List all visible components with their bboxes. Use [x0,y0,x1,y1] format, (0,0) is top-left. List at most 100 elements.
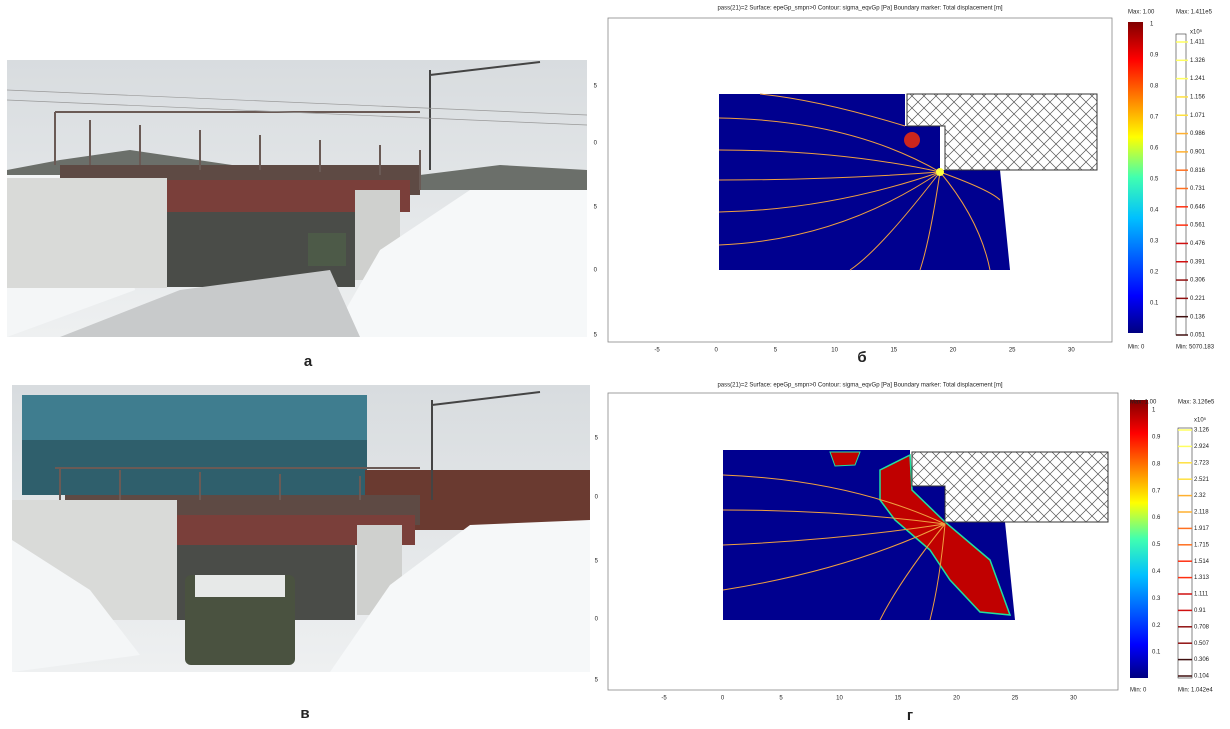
colorbar-tick: 0.4 [1150,208,1159,214]
y-tick-label: 0 [595,617,599,623]
plot-b [608,18,1186,342]
colorbar-min: Min: 1.042e4 [1178,688,1213,694]
colorbar-tick: 1.111 [1194,592,1209,598]
panel-label: в [300,705,309,722]
colorbar-tick: 0.476 [1190,241,1206,247]
y-tick-label: 0 [594,141,598,147]
colorbar-tick: 0.7 [1152,488,1161,494]
colorbar-tick: 1.917 [1194,526,1210,532]
colorbar-tick: 0.91 [1194,608,1206,614]
colorbar-tick: 0.5 [1150,177,1159,183]
y-tick-label: 5 [595,559,599,565]
x-tick-label: 15 [895,696,902,702]
colorbar-tick: 0.1 [1152,650,1161,656]
colorbar-tick: 0.6 [1152,515,1161,521]
colorbar-tick: 0.3 [1150,239,1159,245]
colorbar-max: Max: 1.00 [1130,400,1157,406]
x-tick-label: 10 [836,696,843,702]
y-tick-label: 5 [594,84,598,90]
colorbar-min: Min: 5070.183 [1176,345,1215,351]
colorbar-tick: 0.2 [1152,623,1161,629]
photo-v [12,385,590,672]
x-tick-label: 5 [779,696,783,702]
colorbar-tick: 0.8 [1152,461,1161,467]
colorbar-tick: 0.9 [1150,53,1159,59]
x-tick-label: 30 [1068,348,1075,354]
x-tick-label: 0 [715,348,719,354]
colorbar-tick: 0.901 [1190,149,1206,155]
plot-header: pass(21)=2 Surface: epeGp_smpn>0 Contour… [717,383,1002,389]
colorbar-tick: 2.521 [1194,477,1210,483]
figure: а б pass(21)=2 Surface: epeGp_smpn>0 Conto… [0,0,1230,729]
colorbar-tick: 0.104 [1194,674,1210,680]
colorbar-tick: 0.1 [1150,301,1159,307]
colorbar-tick: 1.071 [1190,113,1206,119]
colorbar-tick: 0.4 [1152,569,1161,575]
x-tick-label: 15 [890,348,897,354]
colorbar-max: Max: 3.126e5 [1178,400,1215,406]
colorbar-tick: 1 [1150,22,1154,28]
colorbar-tick: 0.708 [1194,624,1210,630]
colorbar-tick: 0.221 [1190,296,1206,302]
colorbar-tick: 0.9 [1152,434,1161,440]
y-tick-label: 0 [595,495,599,501]
colorbar-tick: 0.306 [1190,278,1206,284]
colorbar-max: Max: 1.411e5 [1176,10,1213,16]
y-tick-label: 5 [595,436,599,442]
y-tick-label: 0 [594,268,598,274]
colorbar-tick: 0.561 [1190,223,1206,229]
y-tick-label: 5 [594,333,598,339]
plot-header: pass(21)=2 Surface: epeGp_smpn>0 Contour… [717,6,1002,12]
panel-label: г [907,707,913,724]
panel-label: а [304,353,313,370]
colorbar-tick: 0.051 [1190,333,1206,339]
y-tick-label: 5 [594,205,598,211]
x-tick-label: 20 [953,696,960,702]
colorbar-tick: 0.5 [1152,542,1161,548]
x-tick-label: 20 [950,348,957,354]
colorbar-min: Min: 0 [1130,688,1147,694]
colorbar-tick: 1.411 [1190,40,1205,46]
colorbar-tick: 0.986 [1190,131,1206,137]
colorbar-tick: 1.313 [1194,575,1210,581]
colorbar-tick: 2.924 [1194,444,1210,450]
colorbar-tick: 0.731 [1190,186,1206,192]
x-tick-label: -5 [654,348,660,354]
colorbar-tick: 0.136 [1190,314,1206,320]
colorbar-tick: 1.514 [1194,559,1210,565]
colorbar-tick: 1.326 [1190,58,1206,64]
colorbar-tick: 2.32 [1194,493,1206,499]
x-tick-label: 5 [774,348,778,354]
colorbar-tick: 1.241 [1190,76,1206,82]
x-tick-label: 0 [721,696,725,702]
colorbar-tick: 0.3 [1152,596,1161,602]
colorbar-exponent: x10⁵ [1194,417,1207,424]
colorbar-min: Min: 0 [1128,345,1145,351]
panel-label: б [857,349,866,366]
colorbar-tick: 2.118 [1194,510,1209,516]
colorbar-max: Max: 1.00 [1128,10,1155,16]
colorbar-tick: 2.723 [1194,460,1210,466]
colorbar-tick: 0.306 [1194,657,1210,663]
x-tick-label: -5 [661,696,667,702]
colorbar-tick: 0.391 [1190,259,1206,265]
colorbar-tick: 0.816 [1190,168,1206,174]
x-tick-label: 25 [1012,696,1019,702]
plot-g [608,393,1192,690]
colorbar-tick: 1.715 [1194,542,1210,548]
colorbar-tick: 3.126 [1194,428,1210,434]
colorbar-tick: 0.2 [1150,270,1159,276]
x-tick-label: 10 [831,348,838,354]
colorbar-tick: 0.7 [1150,115,1159,121]
y-tick-label: 5 [595,678,599,684]
photo-a [7,60,587,337]
colorbar-tick: 0.8 [1150,84,1159,90]
colorbar-exponent: x10⁵ [1190,29,1203,36]
colorbar-tick: 1.156 [1190,95,1206,101]
colorbar-tick: 0.6 [1150,146,1159,152]
x-tick-label: 30 [1070,696,1077,702]
colorbar-tick: 0.507 [1194,641,1210,647]
colorbar-tick: 0.646 [1190,204,1206,210]
x-tick-label: 25 [1009,348,1016,354]
colorbar-tick: 1 [1152,408,1156,414]
